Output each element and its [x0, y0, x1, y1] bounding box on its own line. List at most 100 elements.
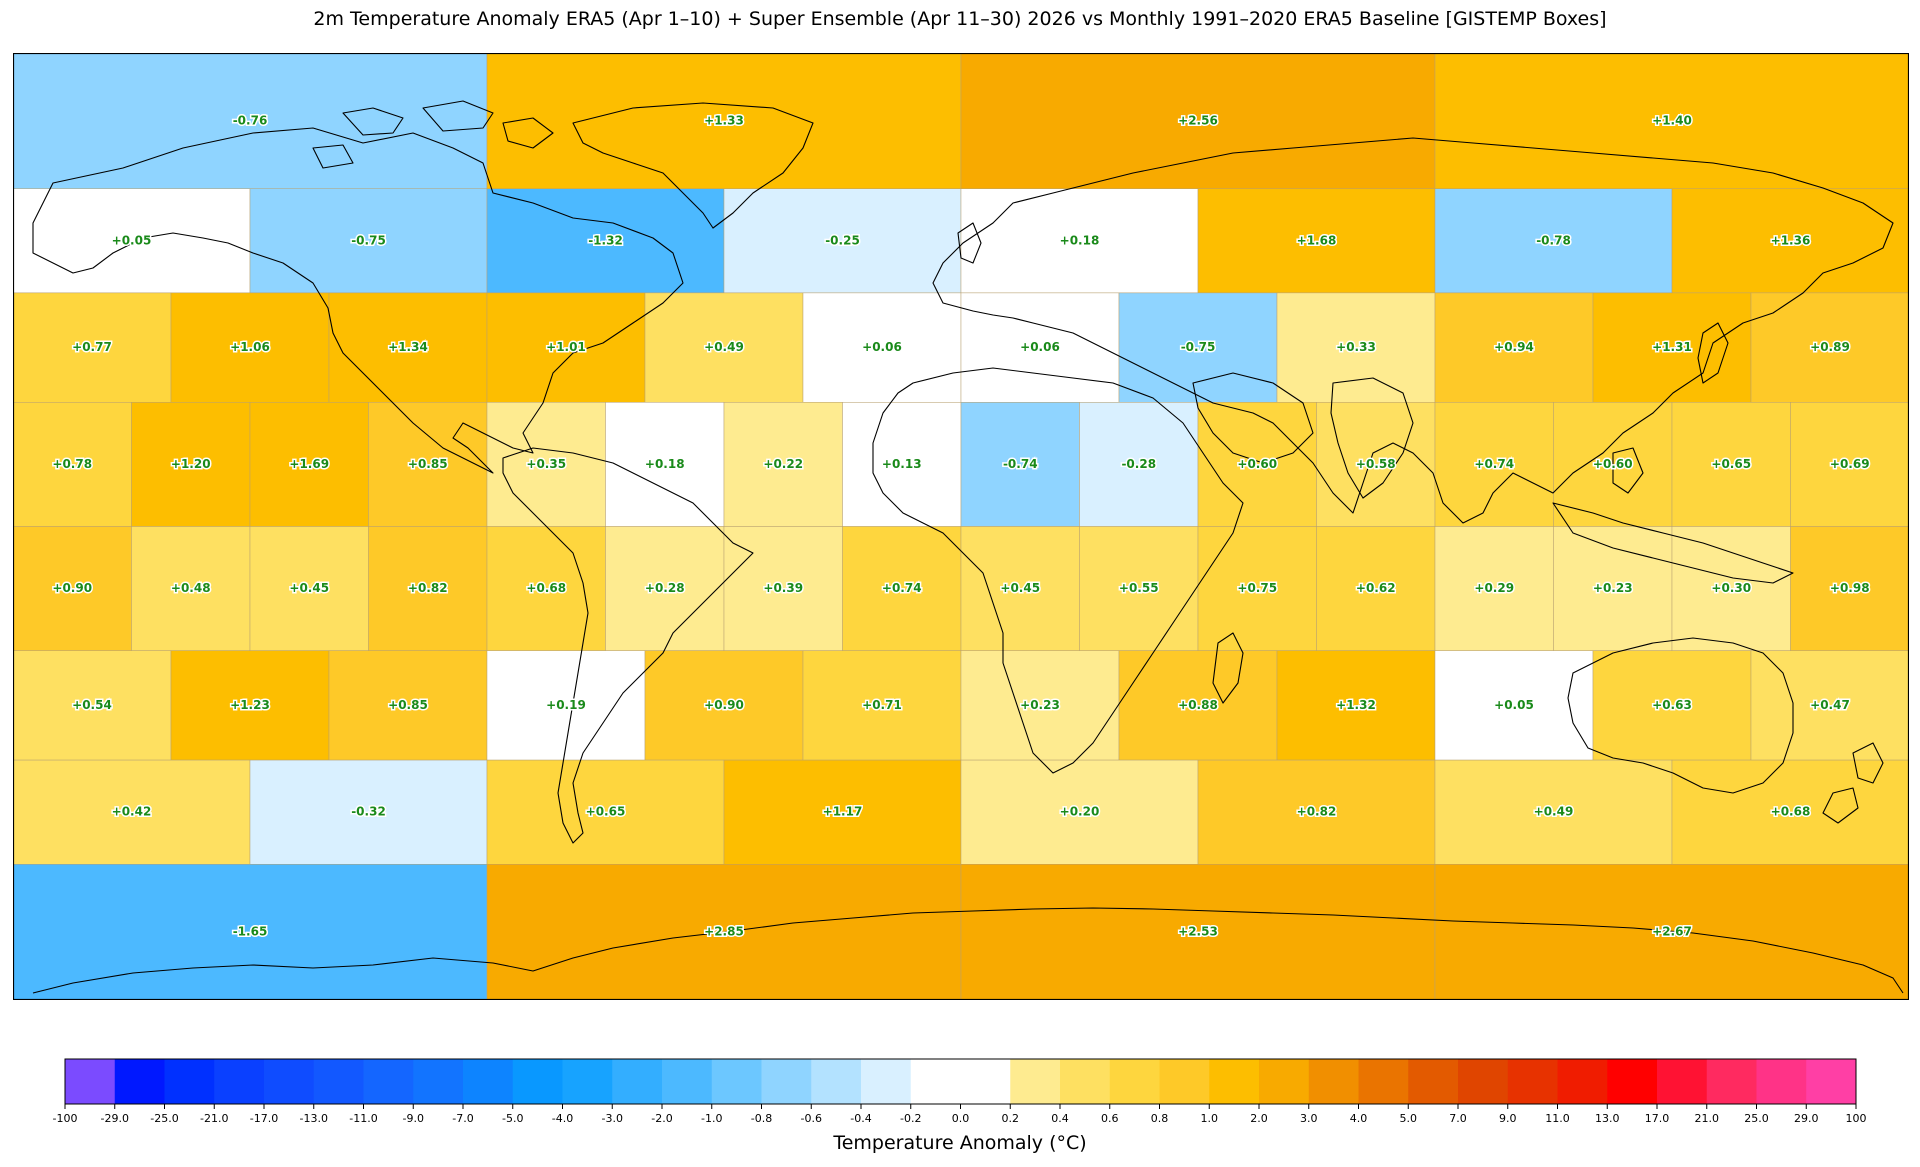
anomaly-value-label: -0.32 — [351, 805, 386, 819]
anomaly-value-label: +0.49 — [704, 340, 744, 354]
anomaly-value-label: +0.77 — [72, 340, 112, 354]
anomaly-cell — [1671, 188, 1909, 294]
anomaly-value-label: +1.31 — [1652, 340, 1692, 354]
anomaly-cell — [1276, 292, 1436, 403]
anomaly-cell — [723, 188, 962, 294]
colorbar-tick-label: -13.0 — [300, 1112, 328, 1125]
map-frame — [13, 53, 1909, 1000]
colorbar-tick-label: -5.0 — [502, 1112, 523, 1125]
anomaly-cell — [1434, 759, 1673, 865]
colorbar-tick-label: -29.0 — [101, 1112, 129, 1125]
anomaly-cell — [170, 650, 330, 761]
colorbar-tick-label: 13.0 — [1595, 1112, 1620, 1125]
colorbar-swatch — [960, 1059, 1011, 1104]
colorbar-tick-label: 0.4 — [1051, 1112, 1069, 1125]
colorbar-tick-label: -17.0 — [250, 1112, 278, 1125]
anomaly-value-label: +1.17 — [823, 805, 863, 819]
anomaly-value-label: +0.90 — [704, 698, 744, 712]
anomaly-value-label: +0.28 — [645, 581, 685, 595]
anomaly-value-label: -1.65 — [233, 925, 268, 939]
colorbar-swatch — [1010, 1059, 1061, 1104]
anomaly-cell — [1592, 292, 1752, 403]
anomaly-cell — [644, 292, 804, 403]
anomaly-value-label: +0.90 — [52, 581, 92, 595]
anomaly-value-label: +0.22 — [763, 457, 803, 471]
anomaly-value-label: -0.25 — [825, 233, 860, 247]
anomaly-cell — [13, 402, 132, 527]
colorbar-canvas: -100 -29.0 -25.0 -21.0 -17.0 -13.0 -11.0 -9.0 -7… — [53, 1058, 1867, 1125]
colorbar-swatch — [1358, 1059, 1409, 1104]
anomaly-cell — [1750, 650, 1909, 761]
colorbar-tick-label: 0.2 — [1002, 1112, 1020, 1125]
anomaly-cell — [1790, 526, 1909, 651]
anomaly-cell — [486, 759, 725, 865]
colorbar-tick-label: -11.0 — [349, 1112, 377, 1125]
anomaly-value-label: +0.35 — [526, 457, 566, 471]
colorbar-swatch — [1159, 1059, 1210, 1104]
anomaly-cell — [486, 188, 725, 294]
anomaly-value-label: +1.01 — [546, 340, 586, 354]
colorbar-tick-label: 29.0 — [1794, 1112, 1819, 1125]
anomaly-value-label: -0.28 — [1121, 457, 1156, 471]
colorbar-swatch — [413, 1059, 464, 1104]
anomaly-value-label: +0.75 — [1237, 581, 1277, 595]
colorbar-swatch — [1060, 1059, 1111, 1104]
colorbar-tick-label: 1.0 — [1201, 1112, 1219, 1125]
anomaly-value-label: +0.18 — [645, 457, 685, 471]
colorbar-tick-label: -21.0 — [200, 1112, 228, 1125]
colorbar-tick-label: -1.0 — [701, 1112, 722, 1125]
anomaly-value-label: +0.68 — [1771, 805, 1811, 819]
anomaly-value-label: +0.47 — [1810, 698, 1850, 712]
colorbar-swatch — [264, 1059, 315, 1104]
anomaly-cell — [1750, 292, 1909, 403]
colorbar-tick-label: -25.0 — [150, 1112, 178, 1125]
colorbar-tick-label: 0.6 — [1101, 1112, 1119, 1125]
anomaly-cell — [1316, 402, 1436, 527]
colorbar-swatch — [711, 1059, 762, 1104]
colorbar-tick-label: -4.0 — [552, 1112, 573, 1125]
anomaly-cell — [13, 759, 251, 865]
anomaly-cell — [249, 759, 488, 865]
anomaly-cell — [1434, 864, 1909, 1000]
anomaly-cell — [960, 526, 1080, 651]
colorbar-tick-label: 5.0 — [1400, 1112, 1418, 1125]
colorbar-tick-label: 21.0 — [1695, 1112, 1720, 1125]
colorbar-swatch — [1259, 1059, 1310, 1104]
colorbar-tick-label: 25.0 — [1744, 1112, 1769, 1125]
anomaly-value-label: +2.56 — [1178, 113, 1218, 127]
anomaly-value-label: +0.85 — [408, 457, 448, 471]
anomaly-cell — [1553, 526, 1673, 651]
anomaly-cell — [486, 53, 962, 189]
colorbar-tick-label: -2.0 — [651, 1112, 672, 1125]
anomaly-value-label: +0.74 — [882, 581, 922, 595]
anomaly-value-label: +0.45 — [1000, 581, 1040, 595]
anomaly-value-label: +0.82 — [1297, 805, 1337, 819]
anomaly-value-label: -1.32 — [588, 233, 623, 247]
colorbar-swatch — [1557, 1059, 1608, 1104]
anomaly-value-label: +0.98 — [1830, 581, 1870, 595]
colorbar-swatch — [65, 1059, 116, 1104]
colorbar-swatch — [1706, 1059, 1757, 1104]
anomaly-cell — [1592, 650, 1752, 761]
anomaly-cell — [723, 526, 843, 651]
anomaly-value-label: +0.13 — [882, 457, 922, 471]
anomaly-value-label: +2.85 — [704, 925, 744, 939]
anomaly-value-label: +0.05 — [1494, 698, 1534, 712]
anomaly-value-label: +0.06 — [862, 340, 902, 354]
colorbar-swatch — [1458, 1059, 1509, 1104]
colorbar-tick-label: 3.0 — [1300, 1112, 1318, 1125]
anomaly-cell — [723, 759, 962, 865]
anomaly-value-label: +0.33 — [1336, 340, 1376, 354]
anomaly-value-label: +0.89 — [1810, 340, 1850, 354]
anomaly-cells — [13, 53, 1909, 1000]
anomaly-cell — [605, 526, 725, 651]
colorbar-swatch — [1209, 1059, 1260, 1104]
anomaly-value-label: +2.67 — [1652, 925, 1692, 939]
anomaly-value-label: +1.06 — [230, 340, 270, 354]
anomaly-value-label: +0.19 — [546, 698, 586, 712]
colorbar-swatch — [214, 1059, 265, 1104]
anomaly-cell — [960, 650, 1120, 761]
anomaly-value-label: +1.20 — [171, 457, 211, 471]
anomaly-cell — [13, 864, 488, 1000]
anomaly-cell — [723, 402, 843, 527]
